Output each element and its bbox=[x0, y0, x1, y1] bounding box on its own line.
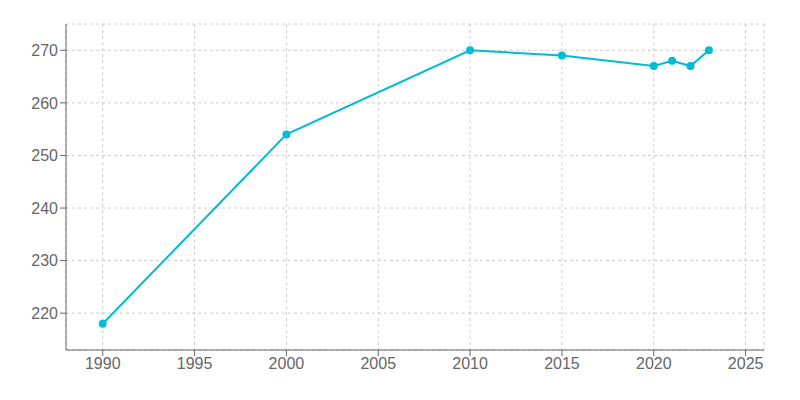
svg-text:2025: 2025 bbox=[728, 355, 764, 372]
svg-text:2000: 2000 bbox=[269, 355, 305, 372]
svg-text:1995: 1995 bbox=[177, 355, 213, 372]
svg-text:240: 240 bbox=[31, 200, 58, 217]
svg-text:270: 270 bbox=[31, 42, 58, 59]
svg-text:220: 220 bbox=[31, 305, 58, 322]
svg-text:2015: 2015 bbox=[544, 355, 580, 372]
svg-text:230: 230 bbox=[31, 252, 58, 269]
svg-text:2005: 2005 bbox=[360, 355, 396, 372]
svg-text:1990: 1990 bbox=[85, 355, 121, 372]
svg-text:2010: 2010 bbox=[452, 355, 488, 372]
svg-text:250: 250 bbox=[31, 147, 58, 164]
svg-text:2020: 2020 bbox=[636, 355, 672, 372]
svg-text:260: 260 bbox=[31, 95, 58, 112]
